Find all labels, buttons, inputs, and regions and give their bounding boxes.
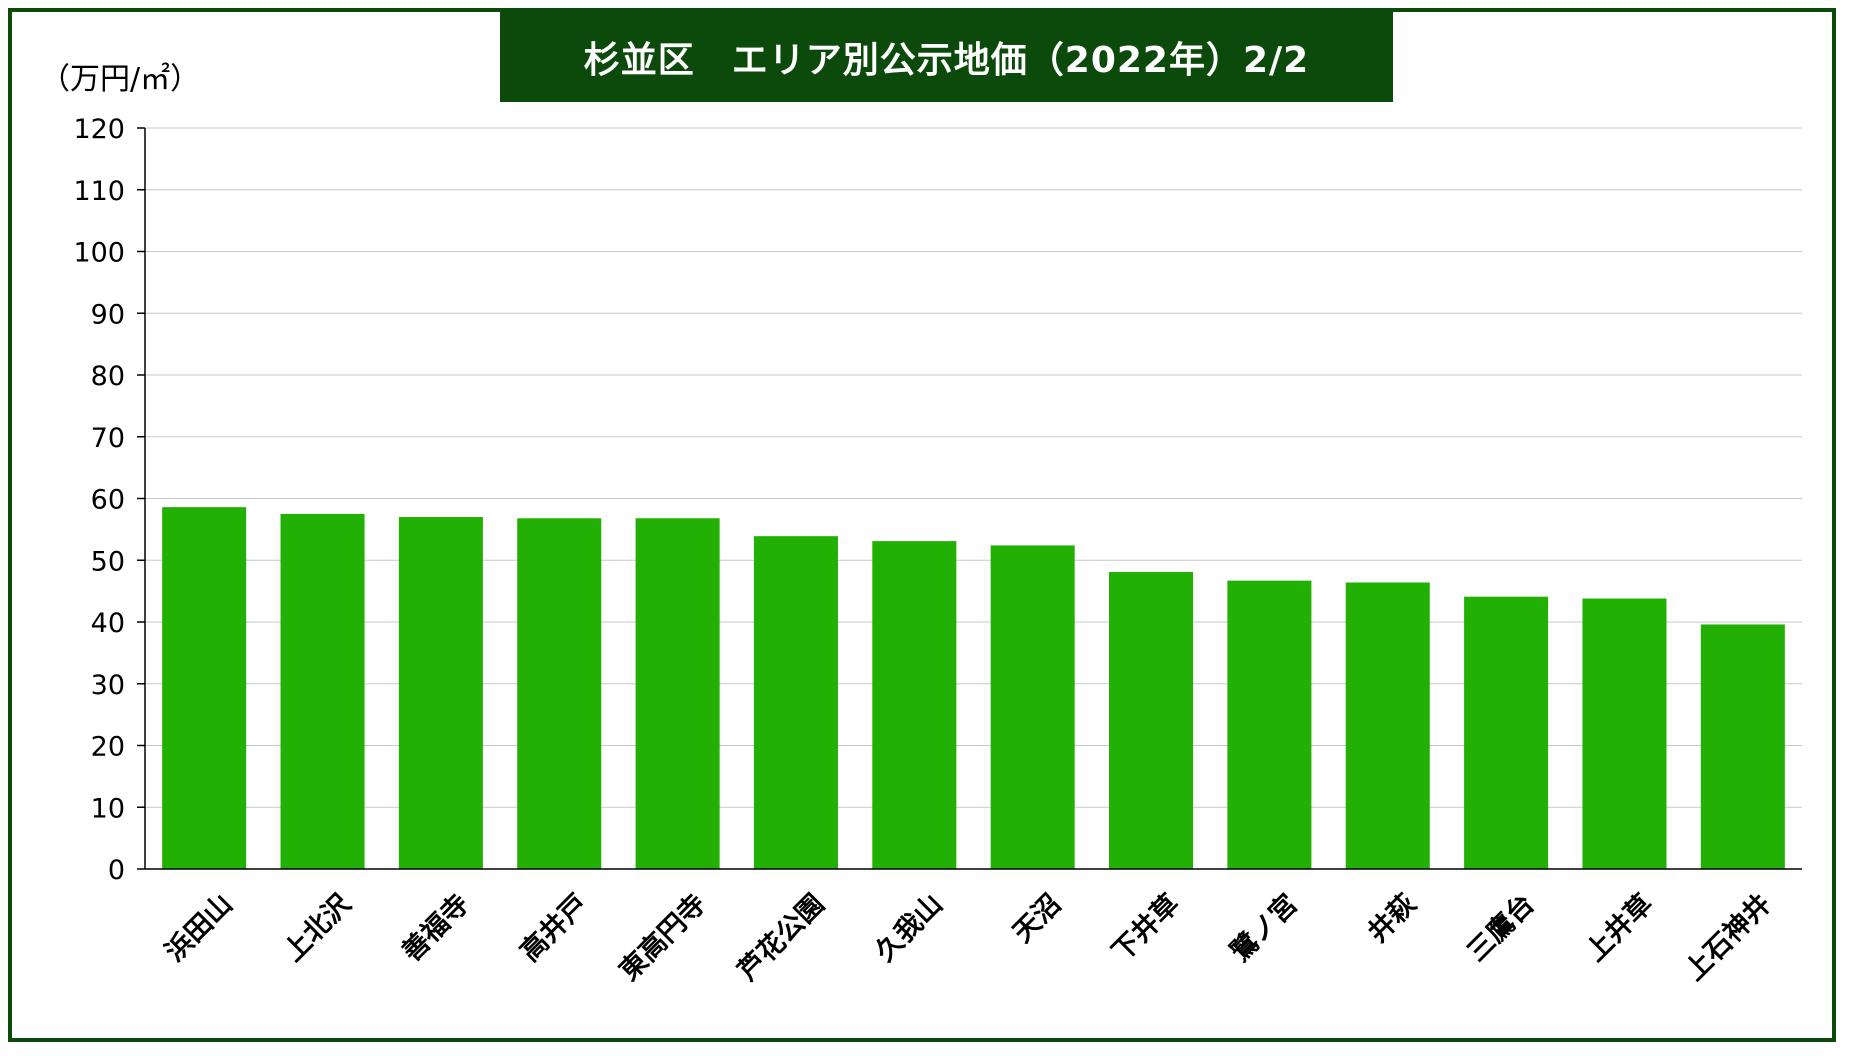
x-axis-labels: 浜田山 上北沢 善福寺 高井戸 東高円寺 芦花公園 久我山 天沼 下井草 鷺ノ宮 井萩 三鷹台 上井草上… — [160, 888, 1778, 987]
bar-6 — [872, 541, 957, 869]
y-tick-label: 100 — [73, 238, 125, 269]
x-category-label: 下井草 — [1106, 889, 1185, 968]
bar-10 — [1345, 582, 1430, 869]
x-category-label: 芦花公園 — [732, 889, 830, 987]
y-tick-label: 80 — [91, 361, 125, 392]
x-category-label: 鷺ノ宮 — [1224, 888, 1304, 968]
x-category-label: 上井草 — [1580, 889, 1659, 968]
y-tick-label: 110 — [73, 176, 125, 207]
x-category-label: 三鷹台 — [1461, 888, 1541, 968]
y-tick-label: 50 — [91, 546, 125, 577]
y-tick-label: 0 — [108, 855, 125, 886]
bar-0 — [162, 507, 247, 869]
bar-1 — [280, 513, 365, 869]
bars — [162, 507, 1785, 869]
x-category-label: 上石神井 — [1679, 889, 1777, 987]
x-category-label: 浜田山 — [160, 889, 239, 968]
y-tick-label: 90 — [91, 299, 125, 330]
y-tick-label: 20 — [91, 732, 125, 763]
bar-12 — [1582, 598, 1667, 869]
bar-11 — [1464, 596, 1549, 869]
y-axis-ticks: 0 10 20 30 40 50 60 70 80 90 100 110 120 — [73, 114, 145, 886]
gridlines — [145, 127, 1802, 808]
bar-7 — [990, 545, 1075, 869]
x-category-label: 井萩 — [1362, 889, 1422, 949]
y-tick-label: 60 — [91, 485, 125, 516]
chart-title: 杉並区 エリア別公示地価（2022年）2/2 — [583, 40, 1310, 81]
x-category-label: 善福寺 — [396, 888, 476, 968]
bar-13 — [1700, 624, 1785, 869]
x-category-label: 高井戸 — [514, 888, 594, 968]
y-tick-label: 120 — [73, 114, 125, 145]
y-tick-label: 70 — [91, 423, 125, 454]
x-category-label: 東高円寺 — [613, 888, 712, 987]
x-category-label: 久我山 — [870, 889, 949, 968]
y-tick-label: 30 — [91, 670, 125, 701]
chart-title-box: 杉並区 エリア別公示地価（2022年）2/2 — [500, 12, 1393, 102]
x-category-label: 天沼 — [1007, 889, 1067, 949]
bar-3 — [517, 518, 602, 869]
chart-frame — [8, 8, 1836, 1042]
bar-2 — [398, 517, 483, 869]
x-category-label: 上北沢 — [278, 888, 358, 968]
bar-9 — [1227, 580, 1312, 869]
y-tick-label: 40 — [91, 608, 125, 639]
bar-8 — [1109, 571, 1194, 869]
bar-4 — [635, 518, 720, 869]
y-tick-label: 10 — [91, 793, 125, 824]
y-axis-unit-label: （万円/㎡） — [40, 62, 201, 97]
bar-5 — [753, 536, 838, 869]
